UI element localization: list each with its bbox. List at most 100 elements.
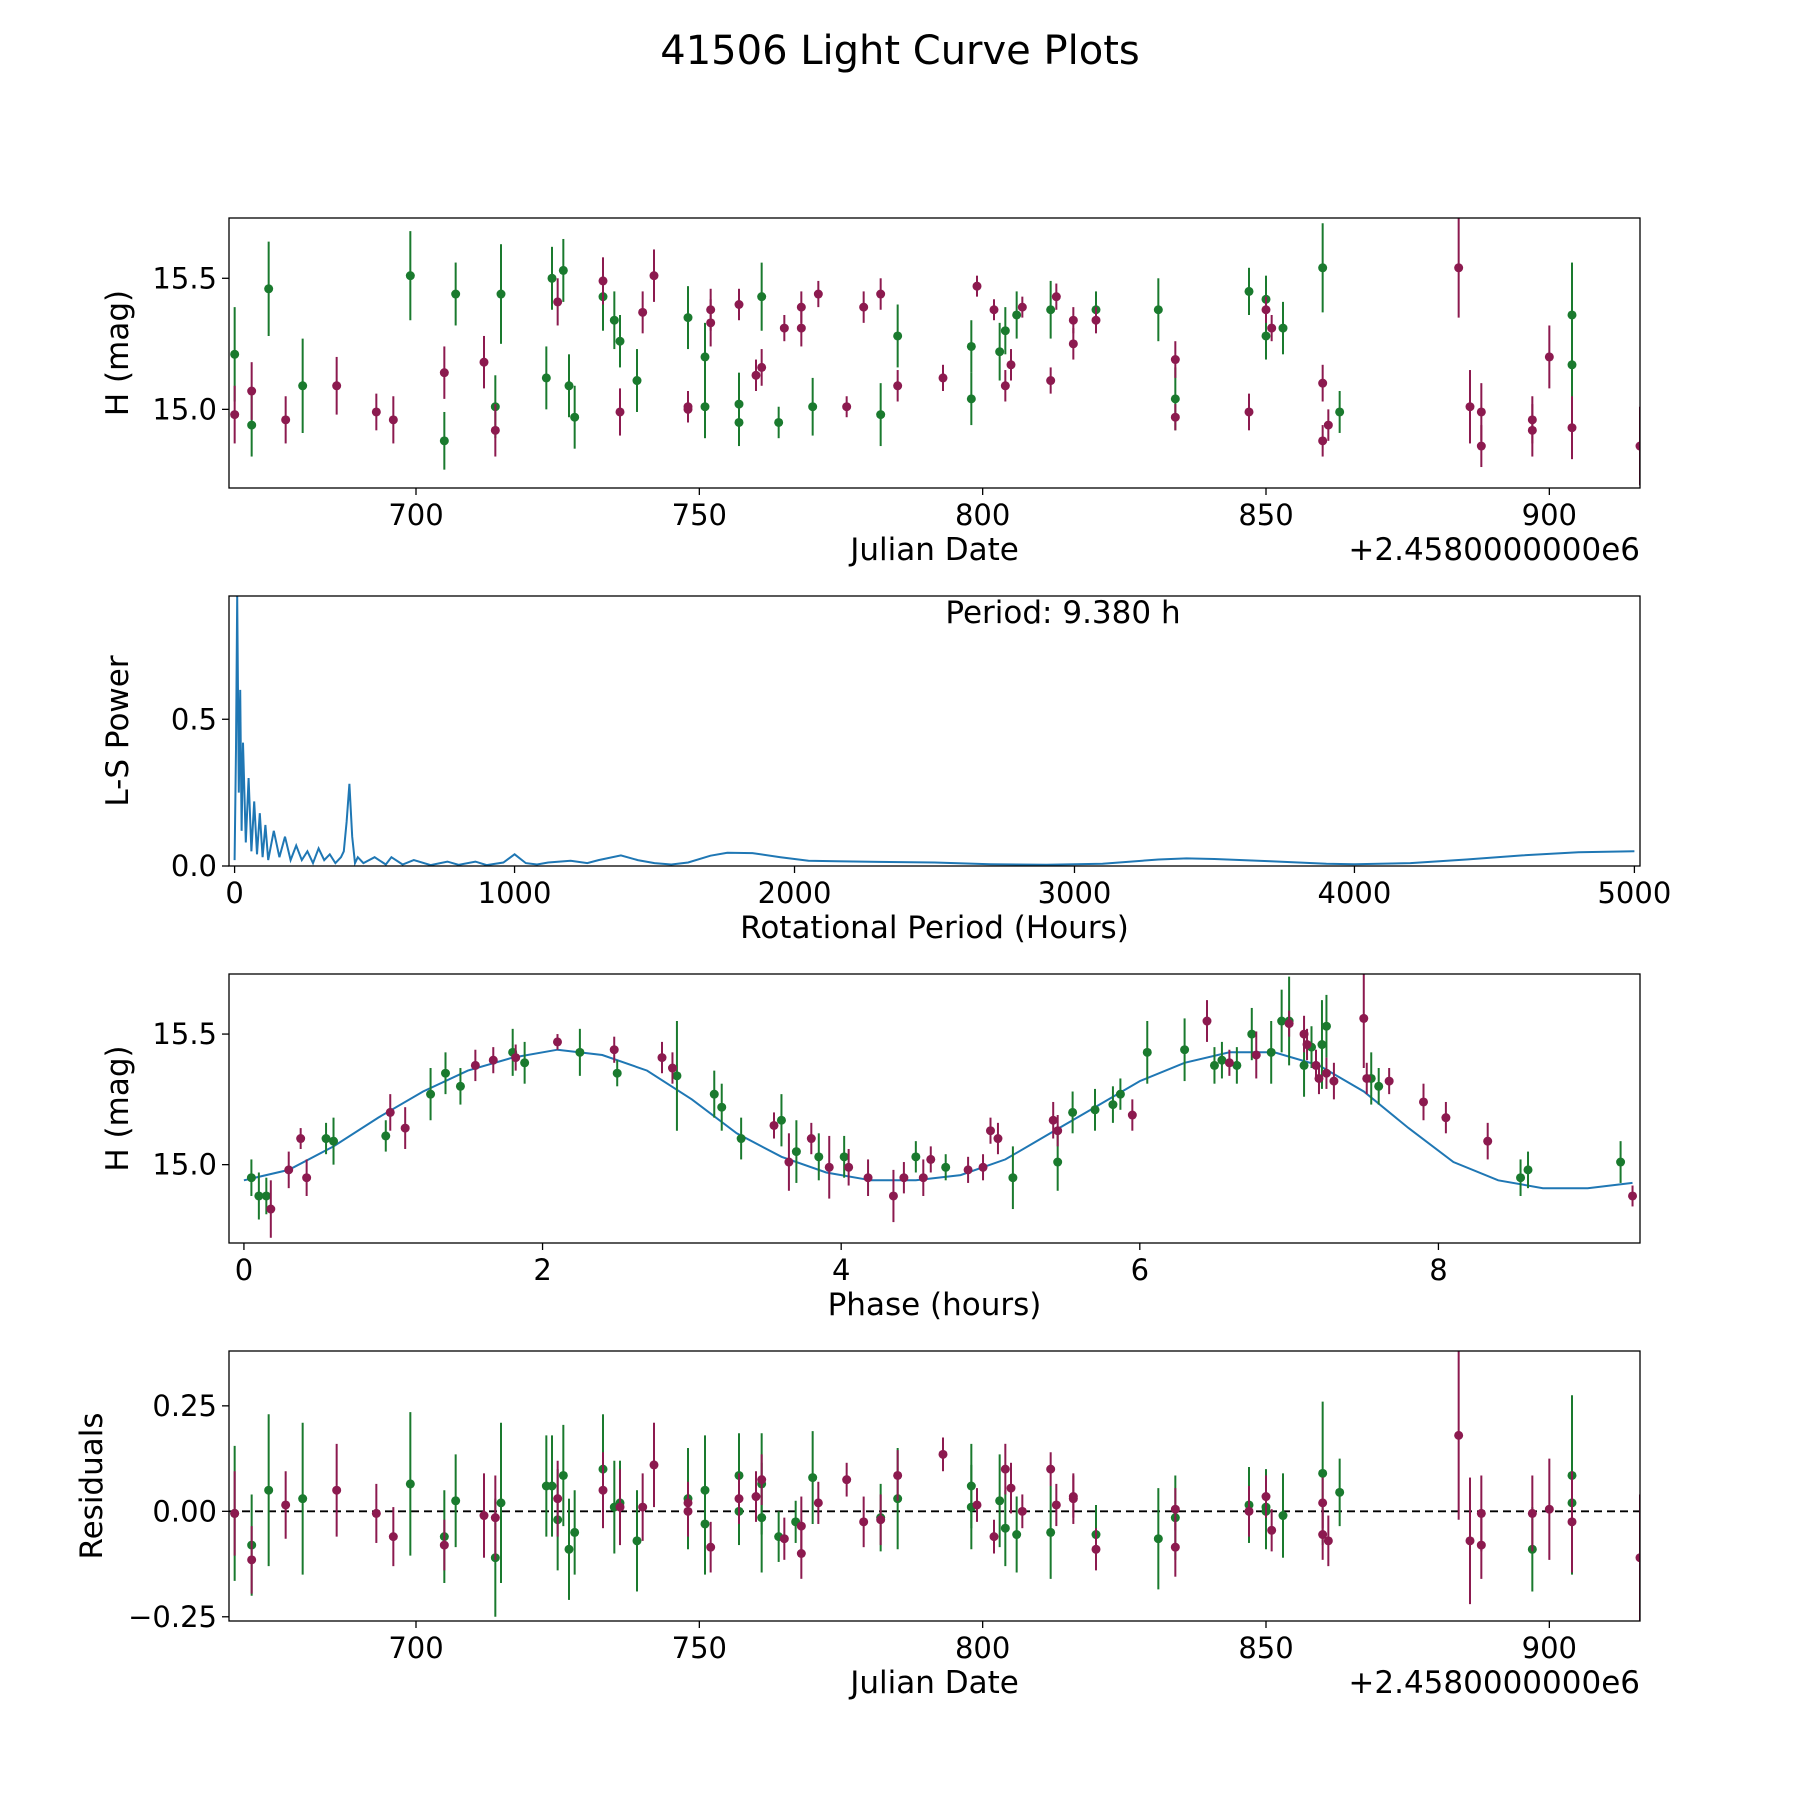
data-point bbox=[1616, 1157, 1626, 1167]
x-tick-label: 900 bbox=[1522, 1631, 1577, 1665]
data-point bbox=[1000, 381, 1010, 391]
data-point bbox=[558, 1470, 568, 1480]
data-point bbox=[329, 1136, 339, 1146]
data-point bbox=[470, 1060, 480, 1070]
data-point bbox=[547, 1481, 557, 1491]
data-point bbox=[1000, 1523, 1010, 1533]
data-point bbox=[683, 402, 693, 412]
data-point bbox=[808, 1473, 818, 1483]
data-point bbox=[1153, 305, 1163, 315]
x-tick-label: 0 bbox=[225, 876, 243, 910]
data-point bbox=[570, 1527, 580, 1537]
data-point bbox=[553, 297, 563, 307]
data-point bbox=[706, 1542, 716, 1552]
data-point bbox=[230, 410, 240, 420]
data-point bbox=[1567, 310, 1577, 320]
data-point bbox=[938, 1449, 948, 1459]
data-point bbox=[426, 1089, 436, 1099]
data-point bbox=[1244, 407, 1254, 417]
data-point bbox=[490, 425, 500, 435]
lightcurve-panel: 700 750 800 850 900 15.0 15.5 Julian Date H (mag… bbox=[100, 217, 1641, 568]
data-point bbox=[1068, 1492, 1078, 1502]
data-point bbox=[1628, 1191, 1638, 1201]
periodogram-y-axis-label: L-S Power bbox=[100, 655, 136, 806]
x-tick-label: 2 bbox=[533, 1253, 551, 1287]
x-tick-label: 5000 bbox=[1597, 876, 1671, 910]
data-point bbox=[638, 1502, 648, 1512]
data-point bbox=[700, 1485, 710, 1495]
data-point bbox=[876, 410, 886, 420]
data-point bbox=[439, 436, 449, 446]
data-point bbox=[1483, 1136, 1493, 1146]
data-point bbox=[371, 407, 381, 417]
data-point bbox=[844, 1162, 854, 1172]
data-point bbox=[296, 1134, 306, 1144]
data-point bbox=[598, 276, 608, 286]
data-point bbox=[1314, 1073, 1324, 1083]
data-point bbox=[439, 368, 449, 378]
periodogram-panel: 0 1000 2000 3000 4000 5000 0.0 0.5 Rotational Pe… bbox=[100, 595, 1671, 946]
data-point bbox=[806, 1134, 816, 1144]
data-point bbox=[941, 1162, 951, 1172]
data-point bbox=[488, 1055, 498, 1065]
periodogram-period-annotation: Period: 9.380 h bbox=[945, 595, 1180, 631]
lightcurve-frame bbox=[228, 217, 1641, 489]
data-point bbox=[558, 265, 568, 275]
data-point bbox=[667, 1063, 677, 1073]
data-point bbox=[842, 402, 852, 412]
data-point bbox=[839, 1152, 849, 1162]
residuals-y-axis-label: Residuals bbox=[74, 1412, 110, 1559]
data-point bbox=[796, 1521, 806, 1531]
data-point bbox=[302, 1173, 312, 1183]
data-point bbox=[1318, 1498, 1328, 1508]
data-point bbox=[547, 273, 557, 283]
data-point bbox=[842, 1475, 852, 1485]
data-point bbox=[1318, 378, 1328, 388]
data-point bbox=[1266, 1047, 1276, 1057]
data-point bbox=[1180, 1045, 1190, 1055]
data-point bbox=[1299, 1060, 1309, 1070]
data-point bbox=[1170, 355, 1180, 365]
x-tick-label: 750 bbox=[672, 1631, 727, 1665]
periodogram-power-line bbox=[233, 596, 1635, 866]
data-point bbox=[247, 386, 257, 396]
data-point bbox=[717, 1102, 727, 1112]
data-point bbox=[632, 1536, 642, 1546]
x-tick-label: 800 bbox=[955, 498, 1010, 532]
data-point bbox=[1567, 423, 1577, 433]
data-point bbox=[757, 292, 767, 302]
data-point bbox=[893, 331, 903, 341]
data-point bbox=[709, 1089, 719, 1099]
data-point bbox=[1068, 339, 1078, 349]
data-point bbox=[511, 1053, 521, 1063]
data-point bbox=[520, 1058, 530, 1068]
data-point bbox=[985, 1126, 995, 1136]
data-point bbox=[993, 1134, 1003, 1144]
data-point bbox=[784, 1157, 794, 1167]
x-tick-label: 4 bbox=[832, 1253, 850, 1287]
data-point bbox=[1068, 1107, 1078, 1117]
data-point bbox=[405, 271, 415, 281]
data-point bbox=[609, 315, 619, 325]
data-point bbox=[1142, 1047, 1152, 1057]
data-point bbox=[254, 1191, 264, 1201]
data-point bbox=[321, 1134, 331, 1144]
x-tick-label: 8 bbox=[1429, 1253, 1447, 1287]
lightcurve-y-axis-label: H (mag) bbox=[100, 290, 136, 416]
data-point bbox=[298, 381, 308, 391]
data-point bbox=[751, 1492, 761, 1502]
lightcurve-x-axis-label: Julian Date bbox=[848, 532, 1019, 568]
data-point bbox=[1476, 407, 1486, 417]
data-point bbox=[479, 1511, 489, 1521]
data-point bbox=[1278, 1511, 1288, 1521]
data-point bbox=[911, 1152, 921, 1162]
y-tick-label: 15.5 bbox=[152, 261, 217, 295]
data-point bbox=[570, 412, 580, 422]
data-point bbox=[938, 373, 948, 383]
data-point bbox=[918, 1173, 928, 1183]
data-point bbox=[995, 1496, 1005, 1506]
data-point bbox=[1544, 352, 1554, 362]
data-point bbox=[1209, 1060, 1219, 1070]
y-tick-label: 15.0 bbox=[152, 392, 217, 426]
data-point bbox=[1017, 302, 1027, 312]
